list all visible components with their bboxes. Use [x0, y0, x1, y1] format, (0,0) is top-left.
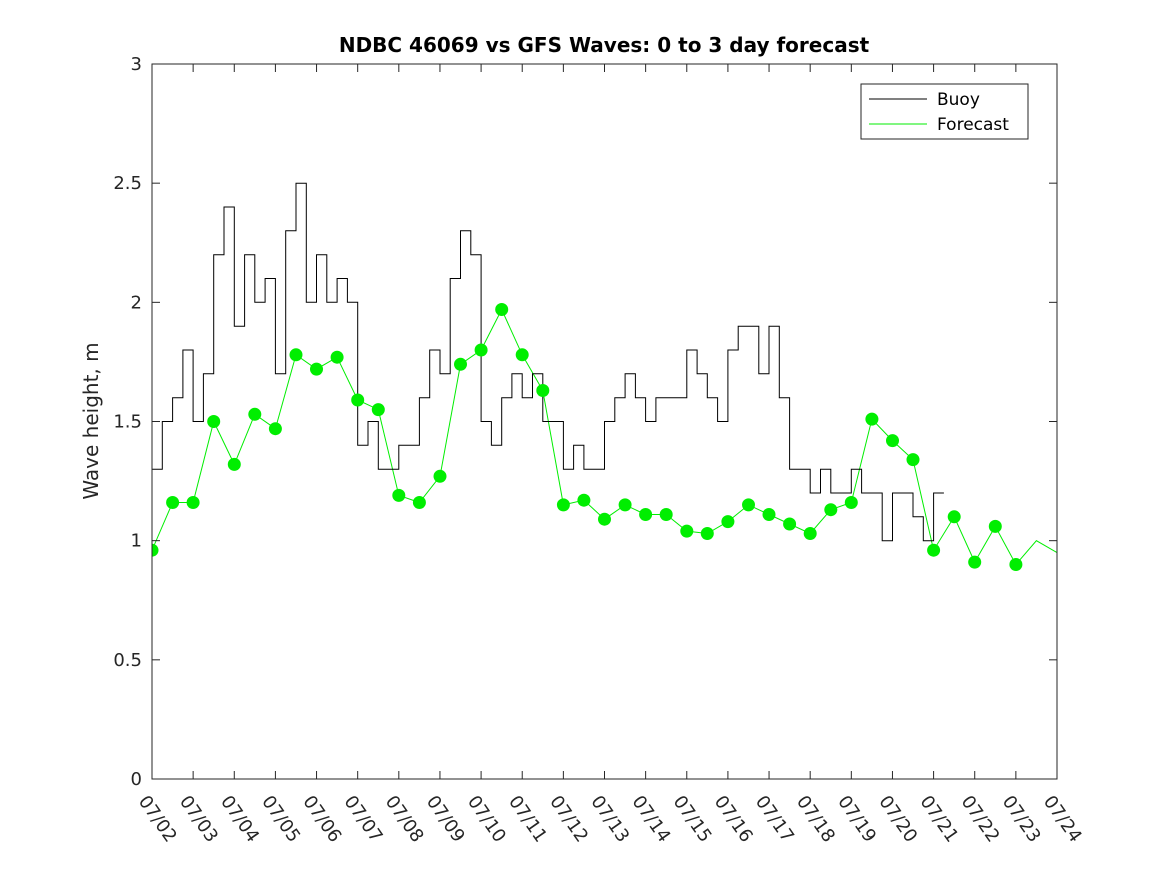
forecast-marker — [865, 412, 879, 426]
x-tick-label: 07/05 — [257, 792, 304, 847]
forecast-marker — [515, 348, 529, 362]
x-tick-label: 07/21 — [915, 792, 962, 847]
y-tick-label: 1 — [131, 531, 142, 552]
y-tick-label: 2.5 — [113, 173, 142, 194]
x-tick-label: 07/20 — [874, 792, 921, 847]
legend-box — [860, 83, 1029, 140]
forecast-marker — [906, 453, 920, 467]
forecast-marker — [186, 496, 200, 509]
forecast-marker — [803, 527, 817, 540]
forecast-marker — [454, 357, 467, 371]
forecast-marker — [927, 543, 941, 557]
forecast-marker — [618, 498, 632, 512]
x-tick-label: 07/11 — [504, 792, 551, 847]
forecast-marker — [248, 407, 262, 421]
forecast-marker — [351, 393, 365, 407]
forecast-marker — [762, 508, 776, 521]
forecast-marker — [742, 498, 755, 512]
x-tick-label: 07/17 — [751, 792, 798, 847]
forecast-marker — [577, 493, 591, 507]
forecast-marker — [166, 496, 180, 509]
y-tick-label: 3 — [131, 54, 142, 75]
x-tick-label: 07/22 — [957, 792, 1004, 847]
x-tick-label: 07/12 — [545, 792, 592, 847]
y-tick-label: 0.5 — [113, 650, 142, 671]
x-tick-label: 07/16 — [710, 792, 757, 847]
buoy-series-line — [152, 182, 944, 542]
forecast-marker — [474, 343, 488, 357]
x-tick-label: 07/19 — [833, 792, 880, 847]
x-tick-label: 07/08 — [381, 792, 428, 847]
x-tick-label: 07/04 — [216, 792, 263, 847]
x-tick-label: 07/02 — [134, 792, 181, 847]
x-tick-label: 07/06 — [298, 792, 345, 847]
forecast-marker — [536, 384, 550, 397]
forecast-marker — [598, 512, 611, 526]
forecast-marker — [639, 508, 653, 521]
forecast-marker — [988, 519, 1002, 533]
x-tick-label: 07/03 — [175, 792, 222, 847]
forecast-marker — [700, 527, 714, 540]
axes: 00.511.522.5307/0207/0307/0407/0507/0607… — [113, 54, 1086, 846]
y-tick-label: 2 — [131, 292, 142, 313]
x-tick-label: 07/09 — [422, 792, 469, 847]
y-axis-label: Wave height, m — [79, 342, 103, 499]
y-tick-label: 0 — [131, 769, 142, 790]
forecast-marker — [947, 510, 961, 524]
legend-label-0: Buoy — [937, 90, 980, 110]
forecast-marker — [152, 543, 159, 557]
y-tick-label: 1.5 — [113, 412, 142, 433]
forecast-marker — [1009, 558, 1023, 571]
x-tick-label: 07/07 — [340, 792, 387, 847]
forecast-marker — [310, 362, 323, 376]
legend-label-1: Forecast — [937, 115, 1009, 135]
forecast-marker — [433, 469, 447, 483]
forecast-marker — [289, 348, 303, 362]
forecast-marker — [207, 415, 221, 428]
forecast-marker — [227, 457, 241, 471]
x-tick-label: 07/14 — [628, 792, 675, 847]
x-tick-label: 07/15 — [669, 792, 716, 847]
forecast-marker — [412, 496, 426, 509]
x-tick-label: 07/13 — [586, 792, 633, 847]
forecast-marker — [783, 517, 797, 531]
forecast-marker — [721, 515, 735, 529]
forecast-marker — [886, 434, 899, 448]
x-tick-label: 07/23 — [998, 792, 1045, 847]
forecast-marker — [268, 422, 282, 436]
forecast-marker — [968, 555, 982, 569]
forecast-marker — [495, 303, 509, 316]
forecast-marker — [330, 350, 344, 364]
forecast-marker — [680, 524, 694, 538]
x-tick-label: 07/24 — [1039, 792, 1086, 847]
forecast-marker — [844, 496, 858, 509]
legend: Buoy Forecast — [860, 83, 1029, 140]
forecast-marker — [659, 508, 673, 521]
forecast-marker — [392, 488, 406, 502]
forecast-marker — [371, 403, 385, 417]
forecast-marker — [824, 503, 838, 517]
x-tick-label: 07/18 — [792, 792, 839, 847]
forecast-marker — [556, 498, 570, 512]
series-group — [152, 182, 1057, 571]
chart-title: NDBC 46069 vs GFS Waves: 0 to 3 day fore… — [339, 33, 870, 57]
plot-area — [152, 182, 1057, 571]
x-tick-label: 07/10 — [463, 792, 510, 847]
